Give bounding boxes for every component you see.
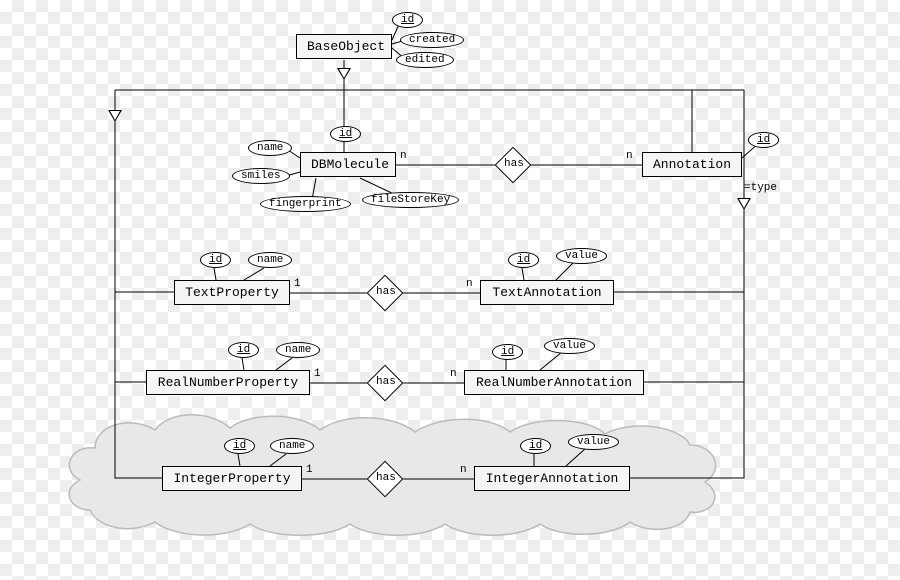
rel-label: has xyxy=(504,158,524,170)
entity-realnumberproperty: RealNumberProperty xyxy=(146,370,310,395)
cardinality: n xyxy=(466,278,473,290)
attr-name: name xyxy=(248,252,292,268)
cloud-region xyxy=(0,0,900,580)
entity-textannotation: TextAnnotation xyxy=(480,280,614,305)
isa-arrow xyxy=(337,68,351,80)
attr-value: value xyxy=(556,248,607,264)
er-diagram-canvas: BaseObject DBMolecule Annotation TextPro… xyxy=(0,0,900,580)
attr-value: value xyxy=(568,434,619,450)
attr-filestorekey: fileStoreKey xyxy=(362,192,459,208)
attr-id: id xyxy=(508,252,539,268)
attr-value: value xyxy=(544,338,595,354)
rel-label: has xyxy=(376,286,396,298)
cardinality: n xyxy=(400,150,407,162)
entity-textproperty: TextProperty xyxy=(174,280,290,305)
type-discriminator-label: =type xyxy=(744,182,777,194)
entity-integerproperty: IntegerProperty xyxy=(162,466,302,491)
entity-baseobject: BaseObject xyxy=(296,34,392,59)
attr-id: id xyxy=(392,12,423,28)
attr-id: id xyxy=(748,132,779,148)
cardinality: 1 xyxy=(314,368,321,380)
cardinality: 1 xyxy=(306,464,313,476)
attr-id: id xyxy=(224,438,255,454)
attr-fingerprint: fingerprint xyxy=(260,196,351,212)
attr-id: id xyxy=(330,126,361,142)
cardinality: 1 xyxy=(294,278,301,290)
attr-id: id xyxy=(200,252,231,268)
rel-label: has xyxy=(376,376,396,388)
attr-edited: edited xyxy=(396,52,454,68)
attr-name: name xyxy=(248,140,292,156)
cardinality: n xyxy=(626,150,633,162)
entity-annotation: Annotation xyxy=(642,152,742,177)
attr-created: created xyxy=(400,32,464,48)
attr-name: name xyxy=(276,342,320,358)
attr-smiles: smiles xyxy=(232,168,290,184)
attr-id: id xyxy=(520,438,551,454)
cardinality: n xyxy=(450,368,457,380)
diagram-lines xyxy=(0,0,900,580)
entity-dbmolecule: DBMolecule xyxy=(300,152,396,177)
isa-arrow xyxy=(737,198,751,210)
isa-arrow xyxy=(108,110,122,122)
attr-id: id xyxy=(492,344,523,360)
entity-realnumberannotation: RealNumberAnnotation xyxy=(464,370,644,395)
attr-id: id xyxy=(228,342,259,358)
rel-label: has xyxy=(376,472,396,484)
entity-integerannotation: IntegerAnnotation xyxy=(474,466,630,491)
cardinality: n xyxy=(460,464,467,476)
attr-name: name xyxy=(270,438,314,454)
